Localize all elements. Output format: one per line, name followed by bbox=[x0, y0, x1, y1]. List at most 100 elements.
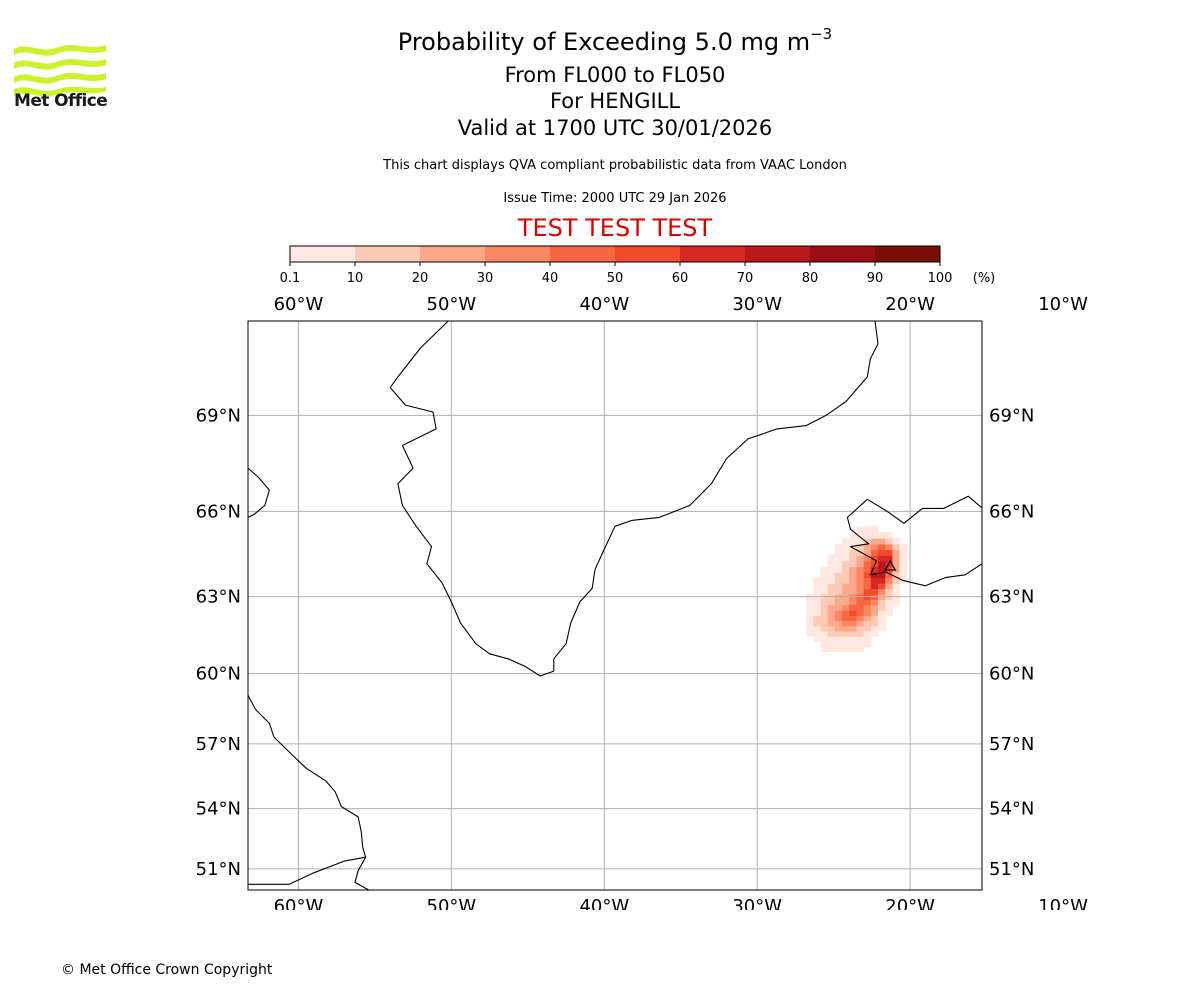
longitude-label-top: 30°W bbox=[732, 294, 782, 315]
coastline-greenland bbox=[389, 321, 879, 677]
probability-cell bbox=[849, 572, 858, 579]
probability-cell bbox=[885, 532, 893, 539]
probability-cell bbox=[863, 636, 872, 642]
probability-cell bbox=[806, 620, 814, 627]
probability-cell bbox=[863, 572, 872, 579]
probability-cell bbox=[834, 577, 843, 584]
probability-cell bbox=[878, 577, 886, 584]
probability-cell bbox=[870, 566, 879, 573]
probability-cell bbox=[885, 549, 893, 556]
probability-cell bbox=[849, 543, 858, 551]
probability-cell bbox=[899, 560, 908, 568]
probability-cell bbox=[870, 630, 879, 637]
probability-cell bbox=[849, 537, 858, 545]
latitude-label-right: 51°N bbox=[989, 859, 1034, 880]
latitude-label-right: 69°N bbox=[989, 405, 1034, 426]
probability-cell bbox=[870, 549, 879, 556]
probability-cell bbox=[842, 583, 850, 590]
probability-cell bbox=[856, 641, 865, 647]
probability-cell bbox=[885, 583, 893, 590]
probability-cell bbox=[849, 604, 858, 611]
probability-cell bbox=[842, 599, 850, 606]
probability-cell bbox=[820, 641, 829, 647]
probability-cell bbox=[878, 625, 886, 632]
volcano-location-marker: Hengill bbox=[884, 559, 897, 571]
probability-cell bbox=[863, 583, 872, 590]
probability-cell bbox=[878, 604, 886, 611]
probability-cell bbox=[863, 641, 872, 647]
probability-cell bbox=[899, 566, 908, 573]
coastline-hebrides bbox=[1103, 710, 1121, 744]
probability-cell bbox=[863, 625, 872, 632]
probability-cell bbox=[813, 583, 822, 590]
probability-cell bbox=[856, 615, 865, 622]
probability-cell bbox=[813, 625, 822, 632]
probability-cell bbox=[885, 599, 893, 606]
probability-cell bbox=[842, 588, 850, 595]
probability-cell bbox=[885, 572, 893, 579]
probability-cell bbox=[806, 610, 814, 616]
colorbar-tick-label: 10 bbox=[347, 271, 364, 286]
probability-cell bbox=[827, 588, 836, 595]
probability-cell bbox=[870, 599, 879, 606]
probability-cell bbox=[834, 630, 843, 637]
colorbar-tick-label: 100 bbox=[928, 271, 953, 286]
probability-cell bbox=[856, 572, 865, 579]
coastline-iceland bbox=[846, 495, 982, 587]
probability-cell bbox=[870, 577, 879, 584]
test-banner: TEST TEST TEST bbox=[517, 214, 713, 242]
probability-cell bbox=[856, 620, 865, 627]
probability-cell bbox=[827, 560, 836, 568]
latitude-label-left: 66°N bbox=[196, 501, 241, 522]
probability-cell bbox=[849, 549, 858, 556]
probability-cell bbox=[842, 560, 850, 568]
axis-labels: 60°W 60°W 50°W 50°W 40°W 40°W 30°W 30°W 20°W 20°W… bbox=[196, 294, 1088, 910]
probability-cell bbox=[806, 630, 814, 637]
probability-cell bbox=[842, 625, 850, 632]
probability-cell bbox=[863, 599, 872, 606]
probability-cell bbox=[870, 604, 879, 611]
probability-cell bbox=[856, 646, 865, 652]
probability-cell bbox=[834, 560, 843, 568]
probability-cell bbox=[842, 549, 850, 556]
probability-cell bbox=[820, 577, 829, 584]
colorbar-cell-1 bbox=[290, 246, 355, 262]
latitude-label-right: 60°N bbox=[989, 664, 1034, 685]
coastline-scotland bbox=[1126, 707, 1173, 888]
probability-cell bbox=[856, 555, 865, 562]
graticule bbox=[248, 321, 982, 890]
colorbar-tick-label: 70 bbox=[737, 271, 754, 286]
probability-cell bbox=[856, 532, 865, 539]
probability-cell bbox=[842, 566, 850, 573]
colorbar-cell-10 bbox=[875, 246, 940, 262]
probability-cell bbox=[813, 577, 822, 584]
probability-cell bbox=[834, 588, 843, 595]
colorbar-tick-label: 20 bbox=[412, 271, 429, 286]
probability-cell bbox=[849, 630, 858, 637]
title-main: Probability of Exceeding 5.0 mg m bbox=[397, 28, 811, 56]
probability-cell bbox=[842, 620, 850, 627]
probability-cell bbox=[820, 566, 829, 573]
probability-cell bbox=[820, 583, 829, 590]
probability-cell bbox=[892, 549, 901, 556]
probability-cell bbox=[885, 577, 893, 584]
probability-cell bbox=[827, 630, 836, 637]
longitude-label-top: 20°W bbox=[885, 294, 935, 315]
probability-cell bbox=[849, 610, 858, 616]
probability-cell bbox=[849, 577, 858, 584]
probability-cell bbox=[856, 604, 865, 611]
probability-cell bbox=[878, 583, 886, 590]
colorbar-cell-3 bbox=[420, 246, 485, 262]
colorbar-tick-label: 50 bbox=[607, 271, 624, 286]
colorbar-cell-9 bbox=[810, 246, 875, 262]
probability-cell bbox=[856, 583, 865, 590]
probability-cell bbox=[892, 588, 901, 595]
probability-cell bbox=[820, 604, 829, 611]
probability-cell bbox=[806, 604, 814, 611]
probability-cell bbox=[849, 641, 858, 647]
latitude-label-right: 54°N bbox=[989, 799, 1034, 820]
probability-cell bbox=[863, 532, 872, 539]
probability-cell bbox=[842, 604, 850, 611]
probability-cell bbox=[856, 526, 865, 533]
probability-cell bbox=[849, 566, 858, 573]
